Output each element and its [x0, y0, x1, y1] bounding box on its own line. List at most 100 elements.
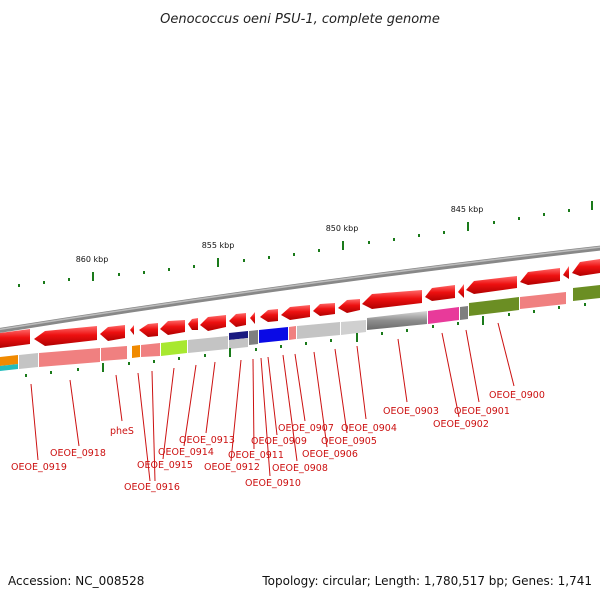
- inner-mark: [356, 333, 358, 342]
- inner-mark: [178, 357, 180, 360]
- feature-salmon: [289, 326, 296, 340]
- feature-navy: [229, 331, 248, 340]
- leader-line: [252, 358, 255, 450]
- gene-arrow: [100, 325, 125, 341]
- leader-line: [441, 332, 460, 418]
- leader-line: [69, 379, 80, 447]
- gene-arrow: [188, 318, 198, 330]
- map-title: Oenococcus oeni PSU-1, complete genome: [160, 12, 440, 27]
- gene-arrow: [362, 290, 422, 309]
- inner-mark: [280, 345, 282, 348]
- leader-line: [465, 329, 480, 403]
- feature-olive: [573, 285, 600, 301]
- genome-backbone-highlight: [0, 246, 600, 331]
- leader-line: [356, 345, 367, 420]
- feature-grey: [297, 322, 340, 339]
- leader-line: [137, 372, 151, 482]
- scale-tick-minor: [393, 238, 395, 241]
- inner-mark: [457, 322, 459, 325]
- leader-line: [162, 367, 175, 460]
- feature-darkgrey: [249, 330, 258, 345]
- feature-cyan: [0, 364, 18, 371]
- gene-arrow: [250, 312, 255, 324]
- leader-line: [151, 370, 156, 482]
- scale-tick-major: [342, 241, 344, 250]
- gene-arrow: [281, 305, 310, 320]
- scale-tick-minor: [143, 271, 145, 274]
- scale-tick-minor: [268, 256, 270, 259]
- gene-label-phes: pheS: [110, 426, 134, 437]
- gene-label-oeoe-0910: OEOE_0910: [245, 478, 301, 489]
- feature-grey: [229, 338, 248, 349]
- gene-arrow: [313, 303, 335, 316]
- gene-arrow: [130, 325, 134, 335]
- feature-blue: [259, 327, 288, 343]
- leader-line: [334, 348, 348, 434]
- gene-arrow: [260, 309, 278, 322]
- scale-tick-minor: [243, 259, 245, 262]
- genome-backbone: [0, 245, 600, 333]
- inner-mark: [128, 362, 130, 365]
- gene-label-oeoe-0901: OEOE_0901: [454, 406, 510, 417]
- gene-arrow: [160, 320, 185, 335]
- scale-tick-major: [591, 201, 593, 210]
- gene-arrow: [520, 268, 560, 285]
- gene-arrow: [466, 276, 517, 294]
- gene-arrow: [200, 315, 226, 331]
- inner-mark: [432, 325, 434, 328]
- scale-tick-minor: [68, 278, 70, 281]
- gene-label-oeoe-0909: OEOE_0909: [251, 436, 307, 447]
- inner-mark: [381, 332, 383, 335]
- scale-label-855: 855 kbp: [202, 241, 235, 250]
- feature-darkgrey: [367, 311, 427, 330]
- feature-orange: [0, 355, 18, 366]
- inner-marks: [25, 303, 586, 377]
- genome-summary-text: Topology: circular; Length: 1,780,517 bp…: [261, 574, 592, 588]
- inner-mark: [508, 313, 510, 316]
- gene-label-oeoe-0912: OEOE_0912: [204, 462, 260, 473]
- gene-label-oeoe-0907: OEOE_0907: [278, 423, 334, 434]
- scale-tick-minor: [543, 213, 545, 216]
- gene-label-oeoe-0902: OEOE_0902: [433, 419, 489, 430]
- gene-arrow: [458, 284, 464, 298]
- gene-arrows: [0, 259, 600, 348]
- feature-grey: [188, 336, 228, 353]
- gene-label-oeoe-0905: OEOE_0905: [321, 436, 377, 447]
- scale-tick-minor: [443, 231, 445, 234]
- feature-orange: [132, 345, 140, 358]
- scale-tick-minor: [168, 268, 170, 271]
- scale-tick-major: [92, 272, 94, 281]
- gene-label-oeoe-0900: OEOE_0900: [489, 390, 545, 401]
- gene-arrow: [139, 323, 158, 337]
- leader-line: [183, 364, 197, 447]
- inner-mark: [25, 374, 27, 377]
- gene-arrow: [572, 259, 600, 276]
- feature-lightgrey: [341, 320, 366, 335]
- gene-label-oeoe-0911: OEOE_0911: [228, 450, 284, 461]
- inner-mark: [229, 348, 231, 357]
- inner-mark: [533, 310, 535, 313]
- feature-darkgrey: [460, 306, 468, 320]
- feature-salmon: [520, 292, 566, 309]
- gene-label-oeoe-0915: OEOE_0915: [137, 460, 193, 471]
- leader-line: [230, 359, 242, 462]
- leader-line: [282, 354, 298, 462]
- leader-line: [260, 357, 271, 477]
- leader-lines: [30, 322, 515, 482]
- scale-tick-minor: [368, 241, 370, 244]
- scale-tick-minor: [518, 217, 520, 220]
- gene-label-oeoe-0903: OEOE_0903: [383, 406, 439, 417]
- feature-salmon: [39, 348, 100, 367]
- gene-label-oeoe-0904: OEOE_0904: [341, 423, 397, 434]
- scale-tick-minor: [18, 284, 20, 287]
- leader-line: [205, 361, 216, 434]
- leader-line: [115, 374, 123, 422]
- scale-tick-minor: [418, 234, 420, 237]
- inner-mark: [305, 342, 307, 345]
- gene-arrow: [425, 285, 455, 301]
- scale-label-860: 860 kbp: [76, 255, 109, 264]
- scale-tick-minor: [193, 265, 195, 268]
- scale-tick-minor: [318, 249, 320, 252]
- scale-ticks: [18, 201, 593, 287]
